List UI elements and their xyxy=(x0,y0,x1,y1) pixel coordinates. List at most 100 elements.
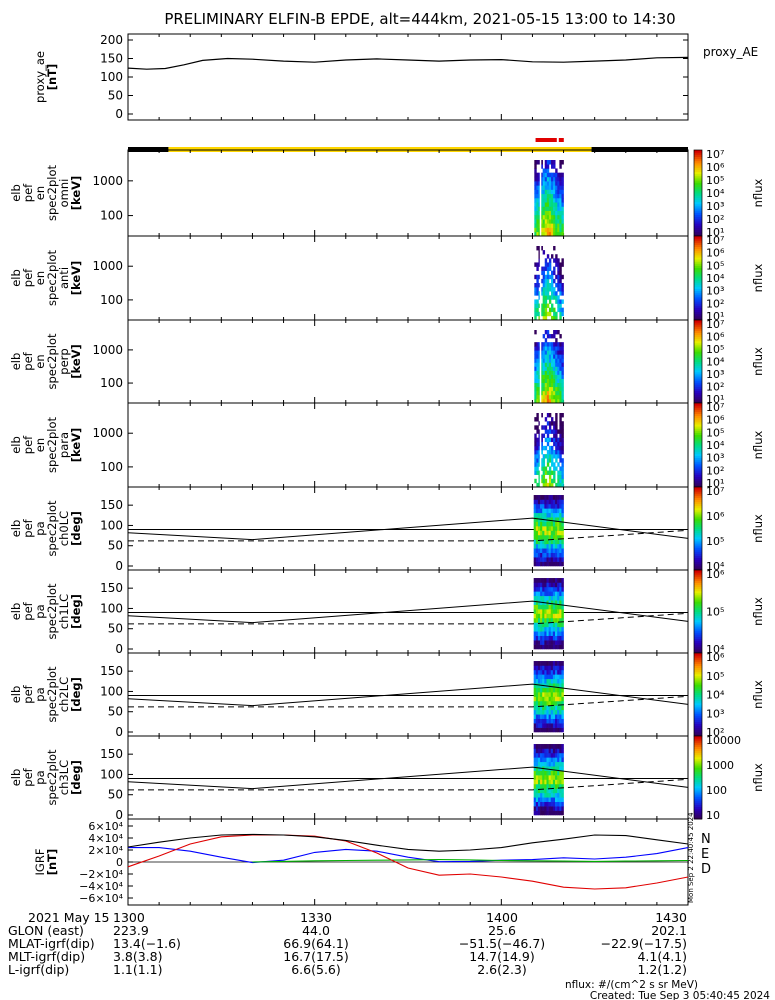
heatmap-cell xyxy=(534,386,537,392)
heatmap-cell xyxy=(542,433,546,438)
heatmap-cell xyxy=(557,172,560,178)
heatmap-cell xyxy=(546,543,549,549)
heatmap-cell xyxy=(555,421,558,426)
heatmap-cell xyxy=(552,810,556,816)
heatmap-cell xyxy=(551,303,554,308)
heatmap-cell xyxy=(544,470,548,475)
heatmap-cell xyxy=(550,543,554,549)
igrf-legend-N: N xyxy=(701,832,711,847)
heatmap-cell xyxy=(561,696,564,702)
heatmap-cell xyxy=(546,582,549,588)
heatmap-cell xyxy=(551,370,554,375)
pa_ch1-ylabel-line: ch1LC xyxy=(57,594,71,629)
heatmap-cell xyxy=(546,678,549,684)
heatmap-cell xyxy=(538,176,541,182)
heatmap-cell xyxy=(557,752,560,758)
heatmap-cell xyxy=(544,752,547,758)
heatmap-cell xyxy=(536,160,539,165)
pa_ch3-anti-loss-cone-line xyxy=(128,778,689,791)
pa_ch2-ylabel-line: pef xyxy=(21,684,35,703)
heatmap-cell xyxy=(544,748,547,754)
heatmap-cell xyxy=(533,617,537,623)
heatmap-cell xyxy=(544,168,548,173)
orbit-row-4-label: L-igrf(dip) xyxy=(8,962,69,977)
heatmap-cell xyxy=(544,495,547,500)
heatmap-cell xyxy=(555,674,558,680)
heatmap-cell xyxy=(555,775,558,780)
heatmap-cell xyxy=(548,810,552,816)
heatmap-cell xyxy=(542,530,545,536)
heatmap-cell xyxy=(546,644,549,650)
heatmap-cell xyxy=(546,696,549,702)
heatmap-cell xyxy=(553,478,556,484)
heatmap-cell xyxy=(533,626,537,632)
heatmap-cell xyxy=(542,534,545,540)
colorbar-cell xyxy=(694,545,702,548)
heatmap-cell xyxy=(534,358,537,363)
heatmap-cell xyxy=(548,421,552,426)
heatmap-cell xyxy=(546,595,549,601)
colorbar-cell xyxy=(694,572,702,575)
heatmap-cell xyxy=(542,644,545,650)
heatmap-cell xyxy=(561,386,564,392)
en_anti-ylabel-line: anti xyxy=(57,267,71,289)
heatmap-cell xyxy=(555,788,558,794)
heatmap-cell xyxy=(553,386,556,392)
colorbar-cell xyxy=(694,275,702,279)
pa_ch1-ylabel-line: spec2plot xyxy=(45,583,59,640)
heatmap-cell xyxy=(559,210,562,216)
colorbar-cell xyxy=(694,380,702,383)
heatmap-cell xyxy=(559,591,562,597)
heatmap-cell xyxy=(553,287,556,292)
heatmap-cell xyxy=(548,678,552,684)
heatmap-cell xyxy=(550,718,554,724)
igrf-legend-E: E xyxy=(701,847,709,862)
colorbar-cell xyxy=(694,748,702,752)
heatmap-cell xyxy=(542,311,546,317)
colorbar-cell xyxy=(694,451,702,454)
colorbar-cell xyxy=(694,175,702,179)
heatmap-cell xyxy=(561,198,564,203)
heatmap-cell xyxy=(540,548,543,553)
heatmap-cell xyxy=(540,775,543,780)
heatmap-cell xyxy=(540,539,543,545)
heatmap-cell xyxy=(559,757,562,763)
colorbar-cell xyxy=(694,236,702,239)
heatmap-cell xyxy=(544,291,548,296)
heatmap-cell xyxy=(551,382,554,388)
heatmap-cell xyxy=(550,674,554,680)
heatmap-cell xyxy=(544,303,548,308)
heatmap-cell xyxy=(555,718,558,724)
colorbar-cell xyxy=(694,559,702,563)
heatmap-cell xyxy=(548,665,552,671)
heatmap-cell xyxy=(546,358,550,363)
heatmap-cell xyxy=(555,661,558,666)
heatmap-cell xyxy=(540,530,543,536)
heatmap-cell xyxy=(557,644,560,650)
heatmap-cell xyxy=(557,223,560,228)
heatmap-cell xyxy=(559,543,562,549)
heatmap-cell xyxy=(542,692,545,697)
colorbar-cell xyxy=(694,229,702,233)
heatmap-cell xyxy=(540,386,543,392)
heatmap-cell xyxy=(546,669,549,675)
heatmap-cell xyxy=(553,454,556,459)
colorbar-cell xyxy=(694,611,702,615)
heatmap-cell xyxy=(535,788,539,794)
heatmap-cell xyxy=(559,687,562,693)
heatmap-cell xyxy=(557,495,560,500)
heatmap-cell xyxy=(544,586,547,592)
igrf-ytick-label: 6×10⁴ xyxy=(88,820,123,833)
colorbar-cell xyxy=(694,592,702,596)
heatmap-cell xyxy=(548,176,552,182)
heatmap-cell xyxy=(559,342,562,347)
pa_ch1-ylabel-line: [deg] xyxy=(69,594,83,629)
heatmap-cell xyxy=(534,433,537,438)
heatmap-cell xyxy=(548,766,552,771)
pa_ch1-ytick-label: 0 xyxy=(115,642,123,656)
heatmap-cell xyxy=(534,189,537,195)
en_para-heatmap xyxy=(534,411,564,488)
heatmap-cell xyxy=(537,718,541,724)
heatmap-cell xyxy=(538,303,541,308)
